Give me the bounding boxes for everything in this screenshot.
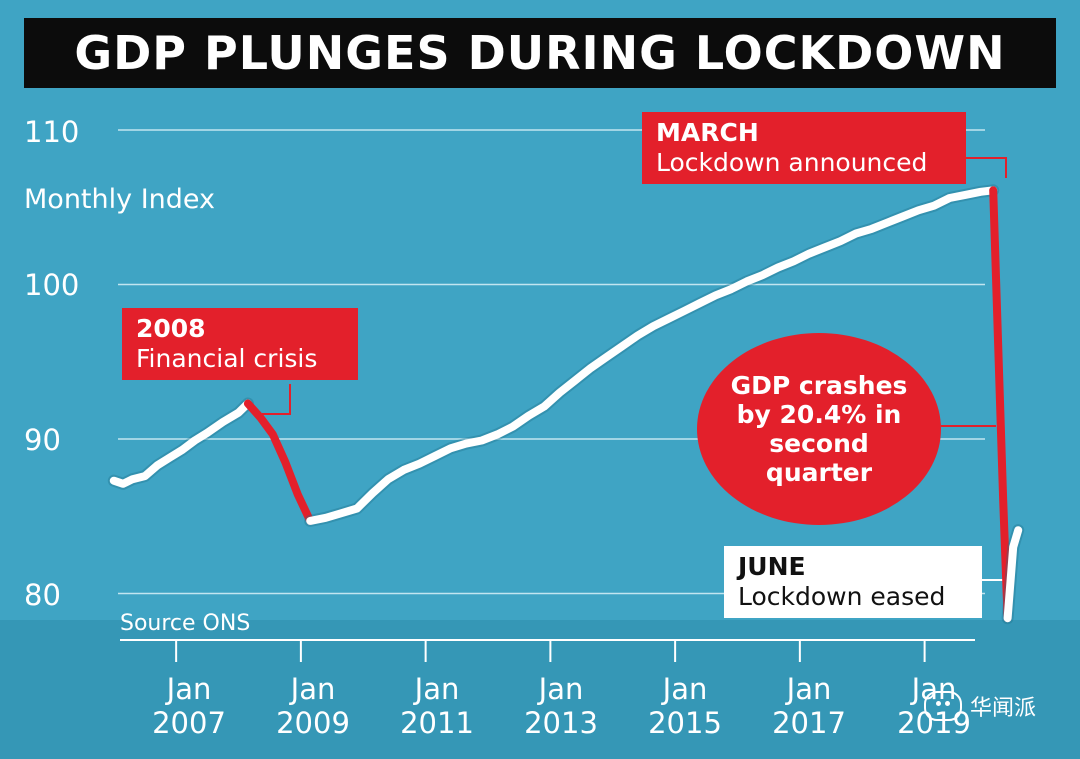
annotation-text: Lockdown announced: [656, 148, 928, 177]
x-tick-year: 2013: [524, 706, 598, 740]
series-line-4: [1003, 526, 1023, 623]
y-tick-label-100: 100: [24, 268, 80, 302]
watermark-text: 华闻派: [970, 695, 1037, 720]
x-tick-month: Jan: [166, 672, 212, 706]
watermark: 华闻派: [924, 690, 1036, 722]
wechat-icon: [924, 691, 962, 721]
annotation-financial-crisis: 2008 Financial crisis: [122, 308, 358, 380]
series-line-1: [243, 399, 315, 525]
y-tick-label-80: 80: [24, 578, 61, 612]
x-tick-month: Jan: [662, 672, 708, 706]
series-line-0: [109, 399, 252, 488]
x-tick-month: Jan: [414, 672, 460, 706]
series-line-3: [989, 186, 1012, 623]
annotation-text: Lockdown eased: [738, 582, 946, 611]
x-tick-month: Jan: [786, 672, 832, 706]
series-line-2: [306, 186, 998, 525]
chart-title: GDP PLUNGES DURING LOCKDOWN: [74, 26, 1006, 80]
x-tick-year: 2007: [152, 706, 226, 740]
x-tick-label-2011: Jan 2011: [367, 672, 507, 740]
y-axis-label: Monthly Index: [24, 184, 216, 215]
x-tick-month: Jan: [290, 672, 336, 706]
y-tick-label-110: 110: [24, 115, 80, 149]
x-tick-label-2013: Jan 2013: [491, 672, 631, 740]
y-tick-label-90: 90: [24, 423, 61, 457]
x-tick-year: 2015: [648, 706, 722, 740]
annotation-gdp-crash: GDP crashes by 20.4% in second quarter: [697, 333, 941, 525]
annotation-title: MARCH: [656, 118, 759, 147]
x-tick-label-2009: Jan 2009: [243, 672, 383, 740]
x-tick-label-2007: Jan 2007: [119, 672, 259, 740]
chart-bottom-band: [0, 620, 1080, 759]
x-tick-label-2019: Jan 2019: [864, 672, 1004, 740]
x-tick-year: 2009: [276, 706, 350, 740]
annotation-june-eased: JUNE Lockdown eased: [724, 546, 982, 618]
source-note: Source ONS: [120, 611, 251, 636]
annotation-text: Financial crisis: [136, 344, 318, 373]
leader-march-lockdown: [966, 157, 1007, 178]
x-tick-label-2017: Jan 2017: [739, 672, 879, 740]
annotation-title: 2008: [136, 314, 206, 343]
x-tick-label-2015: Jan 2015: [615, 672, 755, 740]
x-tick-year: 2017: [772, 706, 846, 740]
x-tick-month: Jan: [538, 672, 584, 706]
annotation-text: GDP crashes by 20.4% in second quarter: [730, 371, 908, 487]
annotation-march-lockdown: MARCH Lockdown announced: [642, 112, 966, 184]
title-bar: GDP PLUNGES DURING LOCKDOWN: [24, 18, 1056, 88]
x-tick-year: 2011: [400, 706, 474, 740]
leader-financial-crisis: [262, 384, 291, 415]
annotation-title: JUNE: [738, 552, 806, 581]
